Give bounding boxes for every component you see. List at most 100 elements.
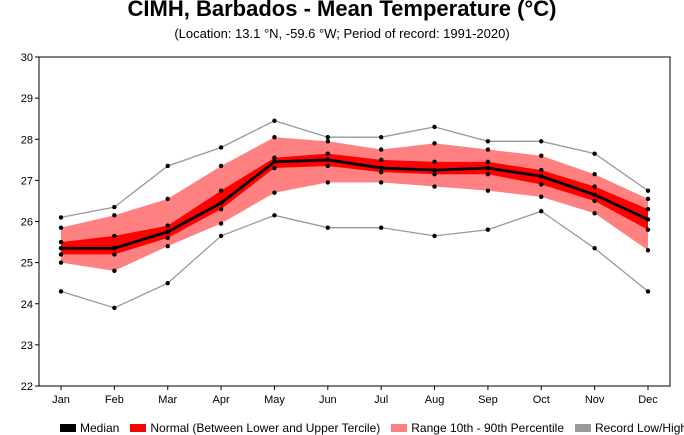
x-tick-label: Apr [213, 394, 230, 406]
legend-swatch-record [575, 424, 592, 432]
normal-lower-point [58, 252, 64, 257]
record-high-point [112, 204, 117, 210]
y-tick-label: 24 [21, 299, 33, 311]
normal-lower-point [165, 235, 170, 241]
range-10th-point [432, 184, 437, 189]
range-90th-point [218, 163, 224, 169]
range-10th-point [378, 180, 384, 185]
normal-lower-point [432, 172, 437, 177]
normal-upper-point [645, 206, 651, 212]
range-10th-point [539, 194, 544, 200]
range-90th-point [432, 141, 437, 146]
normal-upper-point [218, 188, 224, 193]
x-tick-label: Oct [533, 394, 550, 406]
range-10th-point [272, 190, 277, 195]
record-high-point [645, 188, 651, 193]
legend-swatch-normal [130, 424, 147, 432]
legend-item-record: Record Low/High [575, 421, 684, 435]
record-high-point [272, 118, 277, 123]
legend-label-normal: Normal (Between Lower and Upper Tercile) [150, 421, 381, 435]
median-point [378, 165, 384, 171]
median-point [165, 229, 170, 234]
legend-swatch-range [391, 424, 408, 432]
normal-upper-point [325, 151, 331, 156]
y-tick-label: 26 [21, 217, 33, 229]
normal-lower-point [325, 163, 331, 169]
normal-upper-point [112, 233, 117, 239]
median-point [539, 174, 544, 179]
median-point [432, 167, 437, 173]
y-tick-label: 29 [21, 93, 33, 105]
x-tick-label: Aug [425, 394, 445, 406]
y-tick-label: 23 [21, 340, 33, 352]
median-line [61, 158, 649, 250]
normal-upper-point [272, 155, 277, 160]
record-high-point [58, 215, 64, 220]
record-high-point [485, 139, 491, 144]
median-point [58, 246, 64, 251]
record-high-point [325, 134, 331, 140]
normal-lower-point [645, 227, 651, 232]
range-90th-point [165, 196, 170, 202]
legend-label-record: Record Low/High [595, 421, 684, 435]
range-10th-point [645, 248, 651, 253]
legend-swatch-median [60, 424, 76, 432]
x-tick-label: Jul [374, 394, 388, 406]
range-90th-point [592, 172, 597, 177]
range-10th-point [325, 180, 331, 185]
median-point [218, 200, 224, 206]
range-90th-point [112, 213, 117, 218]
chart-legend: Median Normal (Between Lower and Upper T… [60, 421, 684, 435]
x-tick-label: Dec [638, 394, 658, 406]
range-10th-point [58, 260, 64, 265]
normal-tercile-band [61, 153, 648, 255]
median-point [272, 159, 277, 165]
normal-upper-point [165, 223, 170, 228]
x-tick-label: Sep [478, 394, 498, 406]
normal-upper-point [592, 184, 597, 189]
legend-item-normal: Normal (Between Lower and Upper Tercile) [130, 421, 380, 435]
chart-title: CIMH, Barbados - Mean Temperature (°C) [127, 0, 557, 21]
median-point [592, 192, 597, 197]
normal-upper-point [485, 159, 491, 165]
median-point [325, 157, 331, 163]
record-low-point [272, 213, 277, 218]
record-high-line [60, 120, 649, 219]
record-low-point [378, 225, 384, 230]
range-90th-point [485, 147, 491, 152]
normal-lower-point [272, 165, 277, 171]
normal-lower-point [218, 206, 224, 212]
range-90th-point [325, 139, 331, 144]
y-tick-label: 28 [21, 134, 33, 146]
range-10th-point [485, 188, 491, 193]
y-tick-label: 22 [21, 381, 33, 393]
x-tick-label: Nov [585, 394, 605, 406]
range-90th-point [378, 147, 384, 152]
normal-lower-point [485, 172, 491, 177]
range-10th-point [165, 243, 170, 249]
x-tick-label: Mar [158, 394, 177, 406]
record-high-point [165, 163, 170, 169]
record-low-point [539, 209, 544, 214]
normal-upper-point [58, 239, 64, 245]
normal-upper-point [539, 167, 544, 173]
normal-lower-point [539, 182, 544, 187]
normal-lower-point [592, 198, 597, 204]
x-tick-label: Jan [52, 394, 70, 406]
record-low-point [325, 225, 331, 230]
normal-lower-point [378, 169, 384, 175]
legend-item-range: Range 10th - 90th Percentile [391, 421, 564, 435]
median-point [645, 217, 651, 222]
y-tick-label: 27 [21, 175, 33, 187]
chart-subtitle: (Location: 13.1 °N, -59.6 °W; Period of … [174, 26, 510, 41]
record-high-point [539, 139, 544, 144]
x-tick-label: Feb [105, 394, 124, 406]
range-90th-point [272, 134, 277, 140]
record-high-point [378, 134, 384, 140]
legend-label-range: Range 10th - 90th Percentile [411, 421, 565, 435]
record-low-point [218, 233, 224, 239]
record-low-point [485, 227, 491, 232]
record-low-point [112, 305, 117, 311]
normal-upper-point [378, 157, 384, 163]
